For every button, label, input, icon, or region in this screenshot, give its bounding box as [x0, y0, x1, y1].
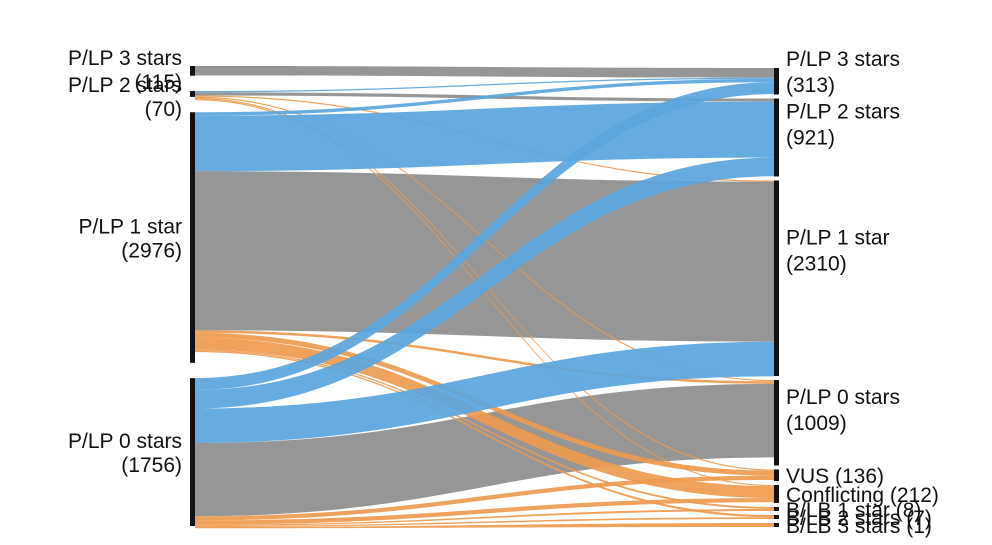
- node-label-L1: P/LP 1 star: [78, 216, 182, 239]
- node-count-L1: (2976): [121, 240, 182, 263]
- node-label-RB2: B/LB 2 stars (7): [786, 507, 932, 530]
- node-label-R2: P/LP 2 stars: [786, 101, 900, 124]
- node-label-RC: Conflicting (212): [786, 484, 939, 507]
- node-bar-RV: [774, 469, 779, 481]
- node-label-R1: P/LP 1 star: [786, 226, 890, 249]
- flow-L0-to-R1: [195, 341, 774, 443]
- flow-L2-to-RC: [195, 99, 774, 487]
- node-bar-L2: [190, 91, 195, 97]
- node-label-L0: P/LP 0 stars: [68, 430, 182, 453]
- flow-L0-to-RB3: [195, 523, 774, 529]
- node-count-R3: (313): [786, 74, 835, 97]
- node-label-R3: P/LP 3 stars: [786, 48, 900, 71]
- labels-layer: P/LP 3 stars(115)P/LP 2 stars(70)P/LP 1 …: [68, 47, 939, 538]
- flow-L0-to-R2: [195, 157, 774, 409]
- node-bar-L0: [190, 378, 195, 526]
- node-label-R0: P/LP 0 stars: [786, 386, 900, 409]
- node-count-L3: (115): [135, 71, 182, 94]
- node-bar-R3: [774, 68, 779, 95]
- flow-L0-to-RC: [195, 498, 774, 525]
- node-bar-R0: [774, 380, 779, 466]
- flow-L1-to-RB1: [195, 349, 774, 509]
- nodes-layer: [190, 66, 779, 527]
- node-bar-RB3: [774, 523, 779, 527]
- node-count-L2: (70): [145, 98, 182, 121]
- node-label-L2: P/LP 2 stars: [68, 74, 182, 97]
- node-bar-R2: [774, 98, 779, 177]
- node-count-R2: (921): [786, 127, 835, 150]
- node-label-RV: VUS (136): [786, 465, 884, 488]
- flow-L1-to-R3: [195, 78, 774, 116]
- flow-L1-to-R1: [195, 171, 774, 342]
- node-bar-RC: [774, 485, 779, 503]
- node-label-RB1: B/LB 1 star (8): [786, 499, 921, 522]
- flow-L0-to-R3: [195, 82, 774, 390]
- node-label-L3: P/LP 3 stars: [68, 47, 182, 70]
- flow-L3-to-R3: [195, 66, 774, 78]
- flow-L1-to-RB2: [195, 350, 774, 518]
- flow-L0-to-RV: [195, 475, 774, 521]
- flow-L0-to-R0: [195, 383, 774, 517]
- node-bar-RB1: [774, 506, 779, 511]
- node-bar-RB2: [774, 514, 779, 519]
- flow-L0-to-RB2: [195, 517, 774, 528]
- flow-L2-to-R3: [195, 77, 774, 93]
- node-bar-L3: [190, 66, 195, 76]
- node-bar-R1: [774, 180, 779, 377]
- node-count-L0: (1756): [121, 454, 182, 477]
- node-count-R1: (2310): [786, 252, 847, 275]
- flows-layer: [195, 66, 774, 529]
- node-count-R0: (1009): [786, 412, 847, 435]
- flow-L1-to-R0: [195, 330, 774, 384]
- flow-L0-to-RB1: [195, 508, 774, 526]
- flow-L1-to-RC: [195, 337, 774, 499]
- node-bar-L1: [190, 112, 195, 363]
- node-label-RB3: B/LB 3 stars (1): [786, 515, 932, 538]
